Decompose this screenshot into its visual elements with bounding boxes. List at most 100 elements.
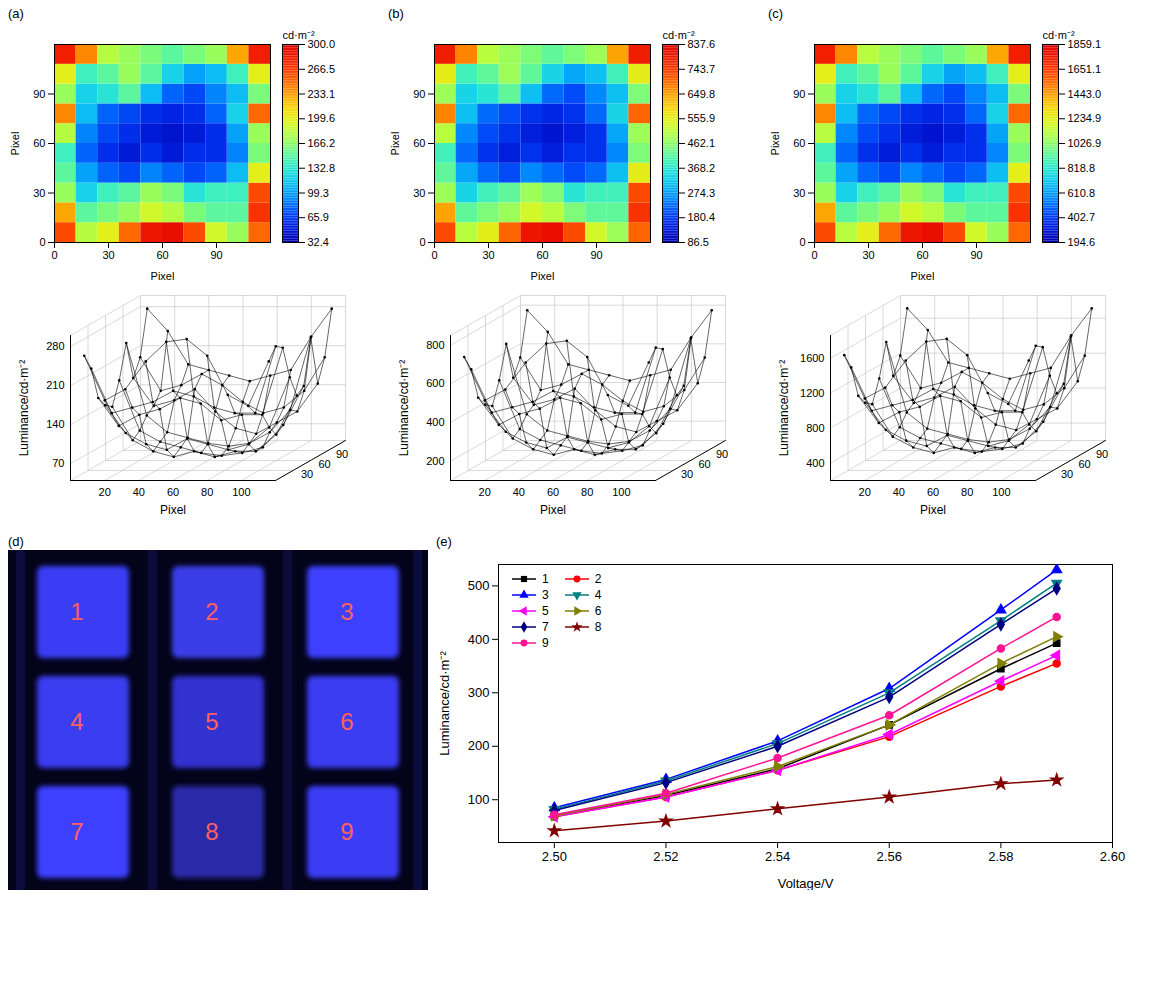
svg-text:20: 20 bbox=[859, 486, 871, 498]
svg-text:86.5: 86.5 bbox=[688, 236, 709, 248]
svg-text:5: 5 bbox=[205, 708, 218, 735]
svg-text:6: 6 bbox=[340, 708, 353, 735]
svg-text:180.4: 180.4 bbox=[688, 211, 716, 223]
svg-text:Luminance/cd·m⁻²: Luminance/cd·m⁻² bbox=[437, 651, 452, 756]
svg-text:3: 3 bbox=[340, 598, 353, 625]
svg-text:30: 30 bbox=[862, 249, 874, 261]
svg-text:Pixel: Pixel bbox=[540, 503, 566, 517]
svg-text:cd·m⁻²: cd·m⁻² bbox=[1043, 29, 1075, 41]
svg-text:4: 4 bbox=[70, 708, 83, 735]
svg-text:1200: 1200 bbox=[800, 387, 824, 399]
svg-text:0: 0 bbox=[419, 236, 425, 248]
svg-text:0: 0 bbox=[431, 249, 437, 261]
svg-text:300: 300 bbox=[468, 685, 490, 700]
svg-text:555.9: 555.9 bbox=[688, 112, 716, 124]
svg-text:Luminance/cd·m⁻²: Luminance/cd·m⁻² bbox=[777, 360, 791, 457]
svg-text:100: 100 bbox=[232, 486, 250, 498]
svg-text:Pixel: Pixel bbox=[531, 270, 555, 282]
svg-text:0: 0 bbox=[51, 249, 57, 261]
svg-text:266.5: 266.5 bbox=[308, 63, 336, 75]
svg-text:1443.0: 1443.0 bbox=[1068, 88, 1102, 100]
svg-text:99.3: 99.3 bbox=[308, 187, 329, 199]
svg-text:Luminance/cd·m⁻²: Luminance/cd·m⁻² bbox=[17, 360, 31, 457]
svg-text:32.4: 32.4 bbox=[308, 236, 329, 248]
svg-text:30: 30 bbox=[33, 187, 45, 199]
svg-text:20: 20 bbox=[479, 486, 491, 498]
svg-text:90: 90 bbox=[413, 88, 425, 100]
svg-text:Voltage/V: Voltage/V bbox=[778, 876, 834, 891]
svg-text:30: 30 bbox=[482, 249, 494, 261]
svg-text:1026.9: 1026.9 bbox=[1068, 137, 1102, 149]
svg-text:90: 90 bbox=[716, 448, 728, 460]
svg-text:280: 280 bbox=[46, 340, 64, 352]
svg-text:60: 60 bbox=[793, 137, 805, 149]
svg-text:0: 0 bbox=[39, 236, 45, 248]
svg-text:60: 60 bbox=[916, 249, 928, 261]
svg-text:140: 140 bbox=[46, 418, 64, 430]
svg-text:Pixel: Pixel bbox=[151, 270, 175, 282]
svg-text:80: 80 bbox=[961, 486, 973, 498]
svg-text:166.2: 166.2 bbox=[308, 137, 336, 149]
svg-text:274.3: 274.3 bbox=[688, 187, 716, 199]
svg-text:400: 400 bbox=[806, 457, 824, 469]
svg-text:2.60: 2.60 bbox=[1100, 849, 1125, 864]
svg-text:500: 500 bbox=[468, 578, 490, 593]
svg-text:2.50: 2.50 bbox=[542, 849, 567, 864]
svg-text:65.9: 65.9 bbox=[308, 211, 329, 223]
svg-text:649.8: 649.8 bbox=[688, 88, 716, 100]
svg-text:90: 90 bbox=[970, 249, 982, 261]
svg-text:40: 40 bbox=[893, 486, 905, 498]
svg-text:60: 60 bbox=[319, 458, 331, 470]
svg-text:2.58: 2.58 bbox=[988, 849, 1013, 864]
svg-text:90: 90 bbox=[33, 88, 45, 100]
svg-text:368.2: 368.2 bbox=[688, 162, 716, 174]
svg-text:1651.1: 1651.1 bbox=[1068, 63, 1102, 75]
svg-text:30: 30 bbox=[793, 187, 805, 199]
svg-text:40: 40 bbox=[133, 486, 145, 498]
svg-text:199.6: 199.6 bbox=[308, 112, 336, 124]
svg-text:132.8: 132.8 bbox=[308, 162, 336, 174]
svg-text:cd·m⁻²: cd·m⁻² bbox=[663, 29, 695, 41]
svg-text:9: 9 bbox=[340, 818, 353, 845]
svg-text:30: 30 bbox=[102, 249, 114, 261]
svg-text:100: 100 bbox=[992, 486, 1010, 498]
svg-text:60: 60 bbox=[536, 249, 548, 261]
svg-text:Pixel: Pixel bbox=[389, 132, 401, 156]
svg-text:60: 60 bbox=[927, 486, 939, 498]
svg-text:40: 40 bbox=[513, 486, 525, 498]
svg-text:1234.9: 1234.9 bbox=[1068, 112, 1102, 124]
svg-text:90: 90 bbox=[590, 249, 602, 261]
svg-text:818.8: 818.8 bbox=[1068, 162, 1096, 174]
svg-text:90: 90 bbox=[336, 448, 348, 460]
svg-text:462.1: 462.1 bbox=[688, 137, 716, 149]
svg-text:8: 8 bbox=[205, 818, 218, 845]
svg-text:600: 600 bbox=[426, 377, 444, 389]
svg-text:2.54: 2.54 bbox=[765, 849, 790, 864]
svg-text:2.52: 2.52 bbox=[653, 849, 678, 864]
svg-text:400: 400 bbox=[468, 632, 490, 647]
svg-text:0: 0 bbox=[799, 236, 805, 248]
svg-text:30: 30 bbox=[413, 187, 425, 199]
svg-text:60: 60 bbox=[167, 486, 179, 498]
svg-text:60: 60 bbox=[1079, 458, 1091, 470]
svg-text:Luminance/cd·m⁻²: Luminance/cd·m⁻² bbox=[397, 360, 411, 457]
svg-text:200: 200 bbox=[426, 455, 444, 467]
svg-text:80: 80 bbox=[581, 486, 593, 498]
svg-text:800: 800 bbox=[426, 339, 444, 351]
svg-text:743.7: 743.7 bbox=[688, 63, 716, 75]
svg-text:1600: 1600 bbox=[800, 352, 824, 364]
svg-text:30: 30 bbox=[681, 468, 693, 480]
svg-text:2.56: 2.56 bbox=[877, 849, 902, 864]
svg-text:233.1: 233.1 bbox=[308, 88, 336, 100]
svg-text:90: 90 bbox=[210, 249, 222, 261]
svg-text:60: 60 bbox=[413, 137, 425, 149]
svg-text:cd·m⁻²: cd·m⁻² bbox=[283, 29, 315, 41]
svg-text:Pixel: Pixel bbox=[769, 132, 781, 156]
svg-text:200: 200 bbox=[468, 738, 490, 753]
svg-text:Pixel: Pixel bbox=[920, 503, 946, 517]
svg-text:0: 0 bbox=[811, 249, 817, 261]
svg-text:30: 30 bbox=[1061, 468, 1073, 480]
svg-text:Pixel: Pixel bbox=[9, 132, 21, 156]
svg-text:70: 70 bbox=[52, 457, 64, 469]
svg-text:210: 210 bbox=[46, 379, 64, 391]
